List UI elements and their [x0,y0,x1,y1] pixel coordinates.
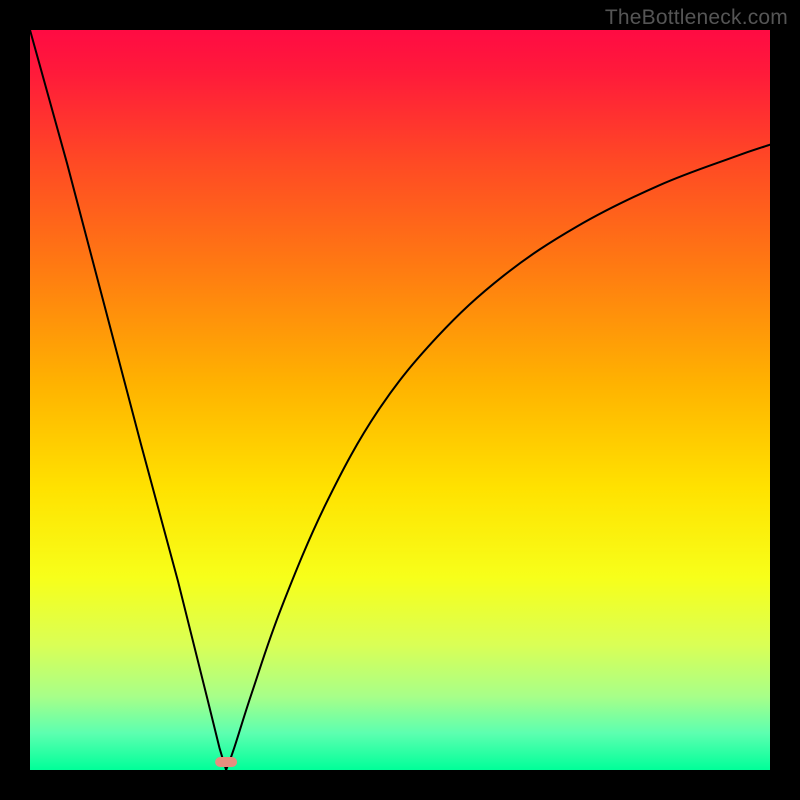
minimum-marker [215,757,237,767]
chart-container: TheBottleneck.com [0,0,800,800]
plot-background [30,30,770,770]
bottleneck-curve-chart [0,0,800,800]
watermark-text: TheBottleneck.com [605,6,788,30]
